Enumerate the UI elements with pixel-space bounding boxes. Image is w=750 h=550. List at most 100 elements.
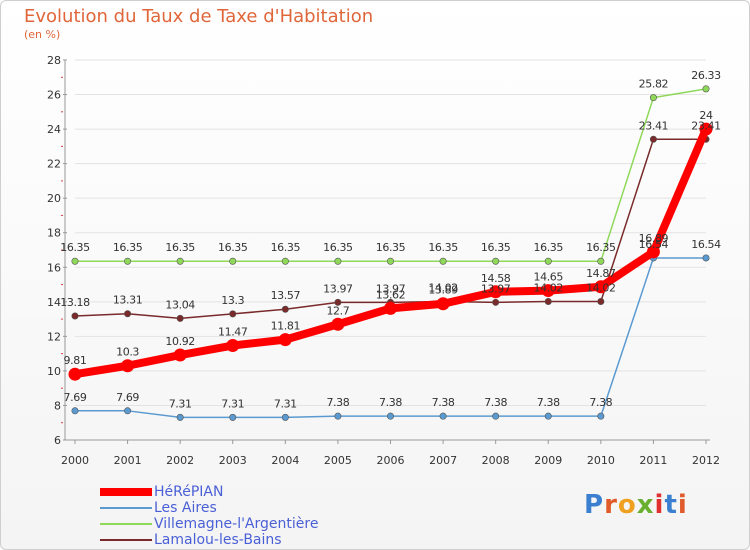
y-tick-label: 8 [54, 399, 61, 412]
x-tick-label: 2006 [377, 454, 405, 467]
series-point-3 [71, 312, 79, 320]
series-line-2 [74, 88, 707, 262]
data-label: 10.92 [165, 335, 195, 348]
data-label: 11.47 [218, 326, 248, 339]
legend-swatch-les-aires [100, 507, 152, 509]
chart-subtitle: (en %) [24, 28, 61, 41]
chart-title: Evolution du Taux de Taxe d'Habitation [24, 6, 374, 27]
series-point-3 [597, 297, 605, 305]
legend-item-herepian: HéRéPIAN [100, 484, 318, 500]
x-tick-label: 2007 [429, 454, 457, 467]
y-tick-label: 18 [47, 227, 61, 240]
data-label: 13.31 [113, 294, 143, 307]
series-point-0 [278, 333, 292, 347]
data-label: 13.62 [376, 288, 406, 301]
series-point-1 [439, 412, 447, 420]
data-label: 24 [699, 109, 713, 122]
legend-item-les-aires: Les Aires [100, 500, 318, 516]
data-label: 14.58 [481, 272, 511, 285]
series-point-1 [229, 413, 237, 421]
series-point-0 [646, 245, 660, 259]
data-label: 14.02 [534, 281, 564, 294]
series-point-3 [229, 310, 237, 318]
legend-swatch-lamalou [100, 539, 152, 541]
data-label: 16.89 [639, 232, 669, 245]
series-point-3 [334, 298, 342, 306]
series-point-0 [173, 348, 187, 362]
data-label: 13.89 [428, 284, 458, 297]
data-label: 10.3 [116, 346, 139, 359]
data-label: 7.31 [169, 397, 192, 410]
series-point-2 [281, 257, 289, 265]
y-tick-label: 26 [47, 89, 61, 102]
data-label: 7.38 [432, 396, 455, 409]
series-point-2 [229, 257, 237, 265]
y-tick-label: 12 [47, 330, 61, 343]
legend-swatch-villemagne [100, 523, 152, 525]
logo-letter: t [664, 490, 678, 520]
series-point-1 [597, 412, 605, 420]
series-point-0 [699, 122, 713, 136]
series-point-3 [124, 310, 132, 318]
logo-letter: x [636, 490, 655, 520]
data-label: 16.35 [534, 241, 564, 254]
series-point-1 [124, 407, 132, 415]
data-label: 9.81 [64, 354, 87, 367]
data-label: 16.35 [481, 241, 511, 254]
series-point-0 [226, 339, 240, 353]
series-point-1 [334, 412, 342, 420]
series-point-0 [594, 280, 608, 294]
legend-label-herepian: HéRéPIAN [154, 484, 224, 500]
y-tick-label: 24 [47, 123, 61, 136]
legend-label-villemagne: Villemagne-l'Argentière [154, 516, 319, 532]
data-label: 13.18 [60, 296, 90, 309]
series-point-2 [597, 257, 605, 265]
series-point-0 [68, 367, 82, 381]
series-point-3 [492, 298, 500, 306]
series-point-2 [124, 257, 132, 265]
logo-letter: i [654, 490, 665, 520]
legend-label-les-aires: Les Aires [154, 500, 217, 516]
legend: HéRéPIAN Les Aires Villemagne-l'Argentiè… [100, 484, 318, 548]
series-point-2 [176, 257, 184, 265]
series-point-0 [436, 297, 450, 311]
data-label: 16.35 [113, 241, 143, 254]
data-label: 13.04 [165, 298, 195, 311]
series-point-1 [386, 412, 394, 420]
y-tick-label: 22 [47, 158, 61, 171]
series-point-2 [649, 94, 657, 102]
data-label: 14.87 [586, 267, 616, 280]
x-tick-label: 2008 [482, 454, 510, 467]
data-label: 13.97 [323, 282, 353, 295]
series-point-1 [281, 413, 289, 421]
series-point-2 [439, 257, 447, 265]
data-label: 7.38 [484, 396, 507, 409]
series-point-0 [489, 285, 503, 299]
logo-letter: i [677, 490, 688, 520]
data-label: 26.33 [691, 69, 721, 82]
data-label: 13.97 [376, 282, 406, 295]
series-point-2 [386, 257, 394, 265]
data-label: 7.38 [379, 396, 402, 409]
axes: 6 8 10 12 14 16 18 20 22 24 26 28 2000 2001 2002 2003 20… [47, 54, 720, 467]
x-tick-label: 2003 [219, 454, 247, 467]
series-point-0 [331, 317, 345, 331]
data-label: 16.35 [165, 241, 195, 254]
series-point-0 [384, 301, 397, 315]
x-tick-label: 2010 [587, 454, 615, 467]
data-label: 7.31 [221, 397, 244, 410]
series-point-2 [702, 85, 710, 93]
series-point-1 [544, 412, 552, 420]
logo-letter: o [617, 490, 637, 520]
y-tick-label: 20 [47, 192, 61, 205]
data-label: 23.41 [639, 119, 669, 132]
x-tick-label: 2002 [166, 454, 194, 467]
legend-label-lamalou: Lamalou-les-Bains [154, 532, 282, 548]
series-point-1 [702, 254, 710, 262]
data-label: 16.35 [323, 241, 353, 254]
data-label: 16.35 [376, 241, 406, 254]
data-label: 7.38 [537, 396, 560, 409]
series-point-2 [334, 257, 342, 265]
